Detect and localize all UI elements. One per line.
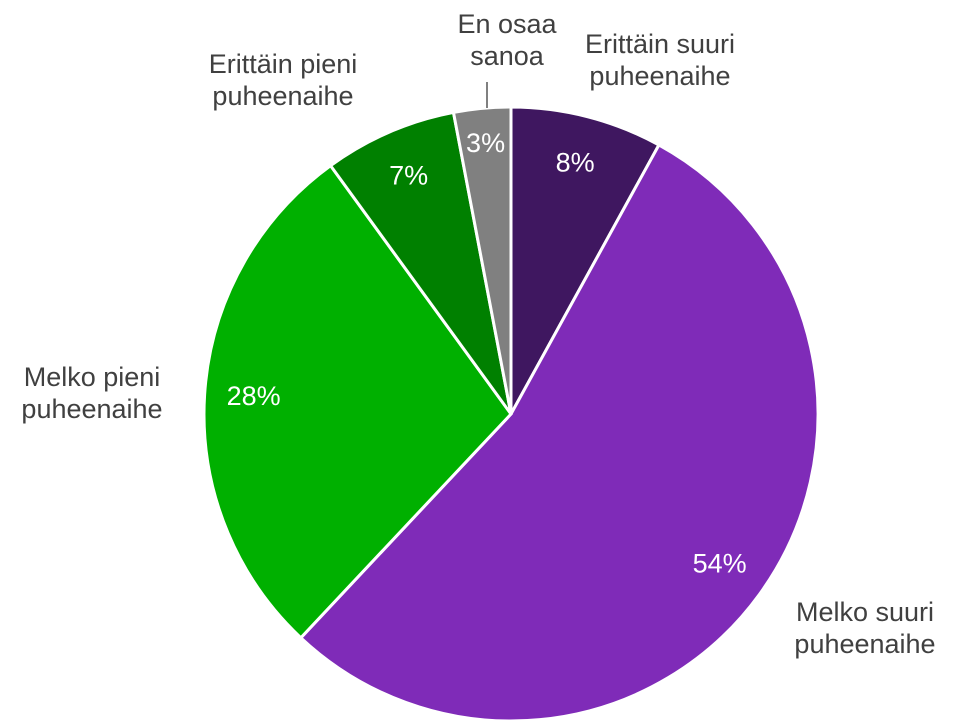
pie-slice [451,105,513,415]
value-label: 54% [693,549,747,579]
pie-slice [298,142,820,722]
category-label: Melko pieni puheenaihe [21,362,162,424]
pie-slice [509,105,661,415]
category-label: Erittäin suuri puheenaihe [585,29,735,91]
category-label: En osaa sanoa [457,9,557,71]
value-label: 28% [227,381,281,411]
pie-slice [328,110,513,415]
value-label: 3% [466,128,505,158]
category-label: Erittäin pieni puheenaihe [209,49,358,111]
value-label: 8% [556,147,595,177]
value-label: 7% [389,160,428,190]
category-label: Melko suuri puheenaihe [794,597,935,659]
pie-slice [202,163,513,640]
